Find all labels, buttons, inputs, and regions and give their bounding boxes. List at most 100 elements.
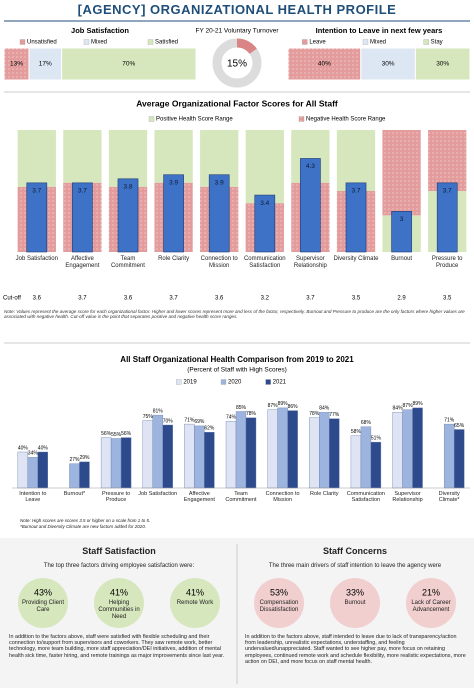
chart-title: Intention to Leave in next few years xyxy=(316,26,443,35)
legend-swatch xyxy=(176,379,182,385)
value-label: 85% xyxy=(236,405,247,411)
bar xyxy=(277,407,288,489)
x-tick-label: Job Satisfaction xyxy=(138,491,178,497)
value-label: 87% xyxy=(403,403,414,409)
x-tick-label: Communication Satisfaction xyxy=(346,491,385,504)
panel-title: Staff Satisfaction xyxy=(82,546,156,556)
cutoff-value: 3.7 xyxy=(78,296,87,302)
value-label: 65% xyxy=(454,423,465,429)
bar-segment xyxy=(28,47,63,81)
bar xyxy=(287,410,298,489)
factor-label: Helping Communities in Need xyxy=(98,600,140,620)
value-label: 56% xyxy=(101,431,112,437)
bar xyxy=(204,432,215,489)
panel-text: In addition to the factors above, staff … xyxy=(245,634,466,665)
bar xyxy=(319,412,330,489)
x-tick-label: Burnout* xyxy=(63,491,86,497)
bar xyxy=(309,417,320,489)
value-label: 3 xyxy=(400,216,404,223)
value-label: 86% xyxy=(288,404,299,410)
score-range xyxy=(17,130,56,187)
factor-value: 41% xyxy=(110,587,128,597)
value-label: 78% xyxy=(309,411,320,417)
factor-value: 41% xyxy=(186,587,204,597)
legend-label: Leave xyxy=(309,40,326,46)
factor-value: 21% xyxy=(422,587,440,597)
cutoff-value: 3.6 xyxy=(124,296,133,302)
bar xyxy=(267,409,278,489)
bar xyxy=(117,178,139,253)
value-label: 89% xyxy=(278,401,289,407)
bar xyxy=(370,441,382,489)
legend-swatch xyxy=(19,39,26,45)
cutoff-label: Cut-off xyxy=(3,296,21,302)
bar xyxy=(17,451,29,489)
x-tick-label: Diversity Climate xyxy=(333,256,379,262)
x-tick-label: Pressure to Produce xyxy=(431,256,463,269)
value-label: 40% xyxy=(318,61,331,68)
value-label: 75% xyxy=(143,414,154,420)
legend-swatch xyxy=(298,116,305,122)
bar xyxy=(245,417,257,489)
score-range xyxy=(382,130,421,216)
bar xyxy=(402,409,413,489)
x-tick-label: Intention to Leave xyxy=(19,491,47,504)
value-label: 70% xyxy=(163,418,174,424)
panel-title: Staff Concerns xyxy=(322,546,387,556)
legend-label: Satisfied xyxy=(155,40,178,46)
factor-circle xyxy=(406,578,456,628)
legend-label: Negative Health Score Range xyxy=(306,117,386,123)
bar-segment xyxy=(61,47,197,81)
value-label: 84% xyxy=(319,406,330,412)
donut-arc xyxy=(236,38,257,55)
note: Note: Values represent the average score… xyxy=(4,309,465,320)
legend-swatch xyxy=(265,379,271,385)
legend-label: Mixed xyxy=(91,40,107,46)
bar xyxy=(412,407,423,489)
chart-title: Average Organizational Factor Scores for… xyxy=(136,98,338,108)
value-label: 3.4 xyxy=(260,200,269,207)
legend-label: 2019 xyxy=(183,380,197,386)
bar xyxy=(72,182,93,253)
cutoff-value: 3.7 xyxy=(169,296,178,302)
factor-circle xyxy=(330,578,380,628)
bar-segment xyxy=(414,47,471,81)
x-tick-label: Supervisor Relationship xyxy=(392,491,423,504)
bar xyxy=(235,411,247,489)
cutoff-value: 3.6 xyxy=(215,296,224,302)
bar xyxy=(152,414,163,489)
factor-circle xyxy=(170,578,220,628)
chart-title: FY 20-21 Voluntary Turnover xyxy=(196,28,280,35)
bar xyxy=(208,174,230,253)
x-tick-label: Affective Engagement xyxy=(65,256,100,269)
bar xyxy=(27,457,39,489)
bar xyxy=(329,418,340,489)
score-range xyxy=(154,130,193,183)
factor-value: 43% xyxy=(34,587,52,597)
legend-swatch xyxy=(83,39,90,45)
value-label: 3.9 xyxy=(215,179,224,186)
value-label: 40% xyxy=(18,445,29,451)
value-label: 3.7 xyxy=(351,188,360,195)
factor-value: 53% xyxy=(270,587,288,597)
page-title: [AGENCY] ORGANIZATIONAL HEALTH PROFILE xyxy=(77,2,397,17)
bar xyxy=(360,426,372,489)
value-label: 51% xyxy=(371,435,382,441)
value-label: 30% xyxy=(436,61,449,68)
bar xyxy=(142,420,153,489)
value-label: 69% xyxy=(194,419,205,425)
legend-swatch xyxy=(148,116,155,122)
panel-intro: The top three factors driving employee s… xyxy=(43,563,195,569)
legend-label: Positive Health Score Range xyxy=(156,117,233,123)
value-label: 30% xyxy=(382,61,395,68)
factor-label: Burnout xyxy=(344,600,366,606)
legend-label: Unsatisfied xyxy=(27,40,57,46)
value-label: 87% xyxy=(268,403,279,409)
bar xyxy=(163,174,184,253)
value-label: 62% xyxy=(204,426,215,432)
value-label: 3.9 xyxy=(169,179,178,186)
factor-circle xyxy=(94,578,144,628)
value-label: 40% xyxy=(38,445,49,451)
bar xyxy=(69,463,80,489)
